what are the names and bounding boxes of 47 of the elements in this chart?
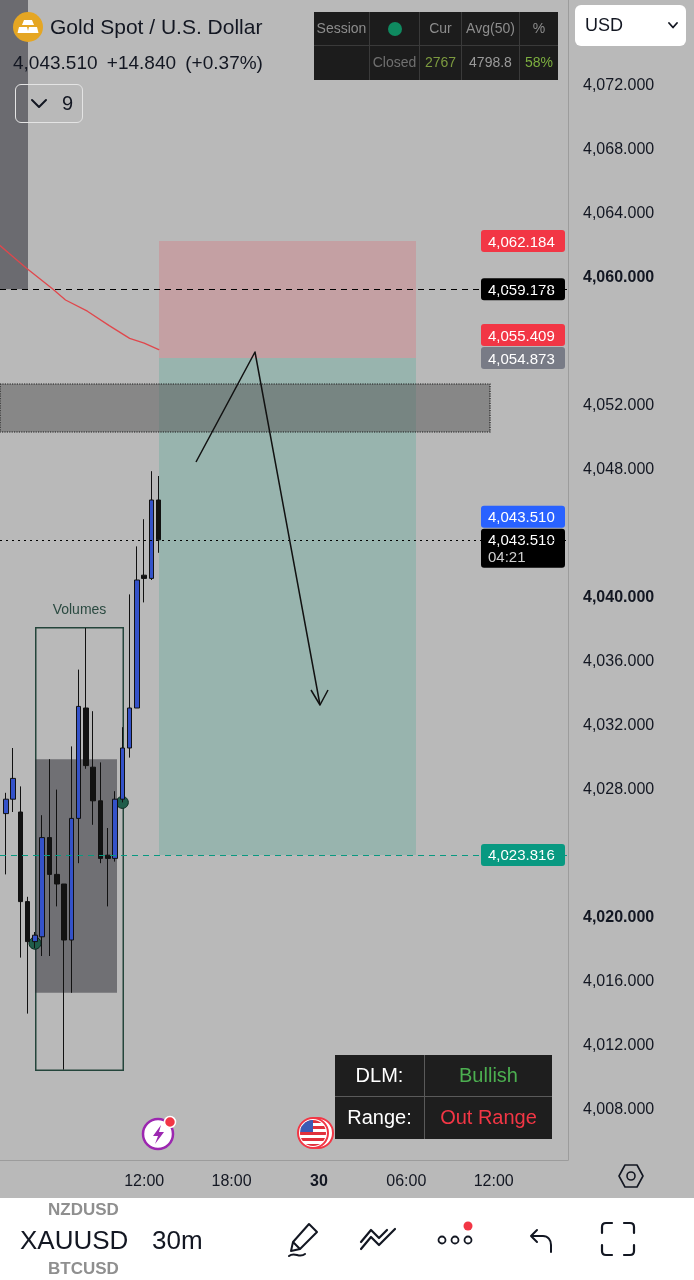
annotation: 58% [524,53,554,72]
ref-line-label: 4,059.178 [488,280,555,298]
x-tick-label: 12:00 [124,1171,165,1189]
x-tick-label: 06:00 [386,1171,427,1189]
text: NZDUSD [48,1200,119,1219]
annotation: Session [314,12,370,46]
annotation: 4,054.873 [488,349,555,367]
y-tick-label: 4,060.000 [583,267,655,285]
annotation: 4,062.184 [488,232,555,250]
y-tick-label: 4,072.000 [583,75,655,93]
annotation: Out Range [439,1105,538,1130]
annotation: Cur [420,12,462,46]
x-tick-label: 30 [310,1171,328,1189]
text: USD [585,14,624,37]
x-tick-label: 12:00 [473,1171,514,1189]
y-tick-label: 4,028.000 [583,779,655,797]
annotation: 4,055.409 [488,326,555,344]
y-tick-label: 4,048.000 [583,459,655,477]
annotation: Closed [370,46,420,80]
text: 4,043.510 +14.840 (+0.37%) [13,51,263,75]
text: 30m [152,1225,203,1255]
annotation: Range: [335,1097,425,1139]
annotation: Bullish [425,1055,552,1097]
y-tick-label: 4,068.000 [583,139,655,157]
y-tick-label: 4,032.000 [583,715,655,733]
text: Gold Spot / U.S. Dollar [50,14,263,40]
x-tick-label: 18:00 [211,1171,252,1189]
annotation: 2767 [420,46,462,80]
y-tick-label: 4,016.000 [583,971,655,989]
y-tick-label: 4,040.000 [583,587,655,605]
y-tick-label: 4,036.000 [583,651,655,669]
annotation: 9 [62,91,74,115]
y-tick-label: 4,020.000 [583,907,655,925]
text: XAUUSD [20,1225,129,1255]
annotation: Avg(50) [462,12,520,46]
annotation: Volumes [51,601,108,618]
y-tick-label: 4,064.000 [583,203,655,221]
annotation: 4,043.510 [488,508,555,526]
annotation: DLM: [335,1055,425,1097]
annotation: 4798.8 [462,46,520,80]
text: BTCUSD [48,1259,119,1278]
y-tick-label: 4,008.000 [583,1099,655,1117]
y-tick-label: 4,012.000 [583,1035,655,1053]
ref-line-label: 4,023.816 [488,846,555,864]
annotation: % [520,12,558,46]
ref-line-label: 4,043.510 04:21 [488,531,555,566]
y-tick-label: 4,052.000 [583,395,655,413]
